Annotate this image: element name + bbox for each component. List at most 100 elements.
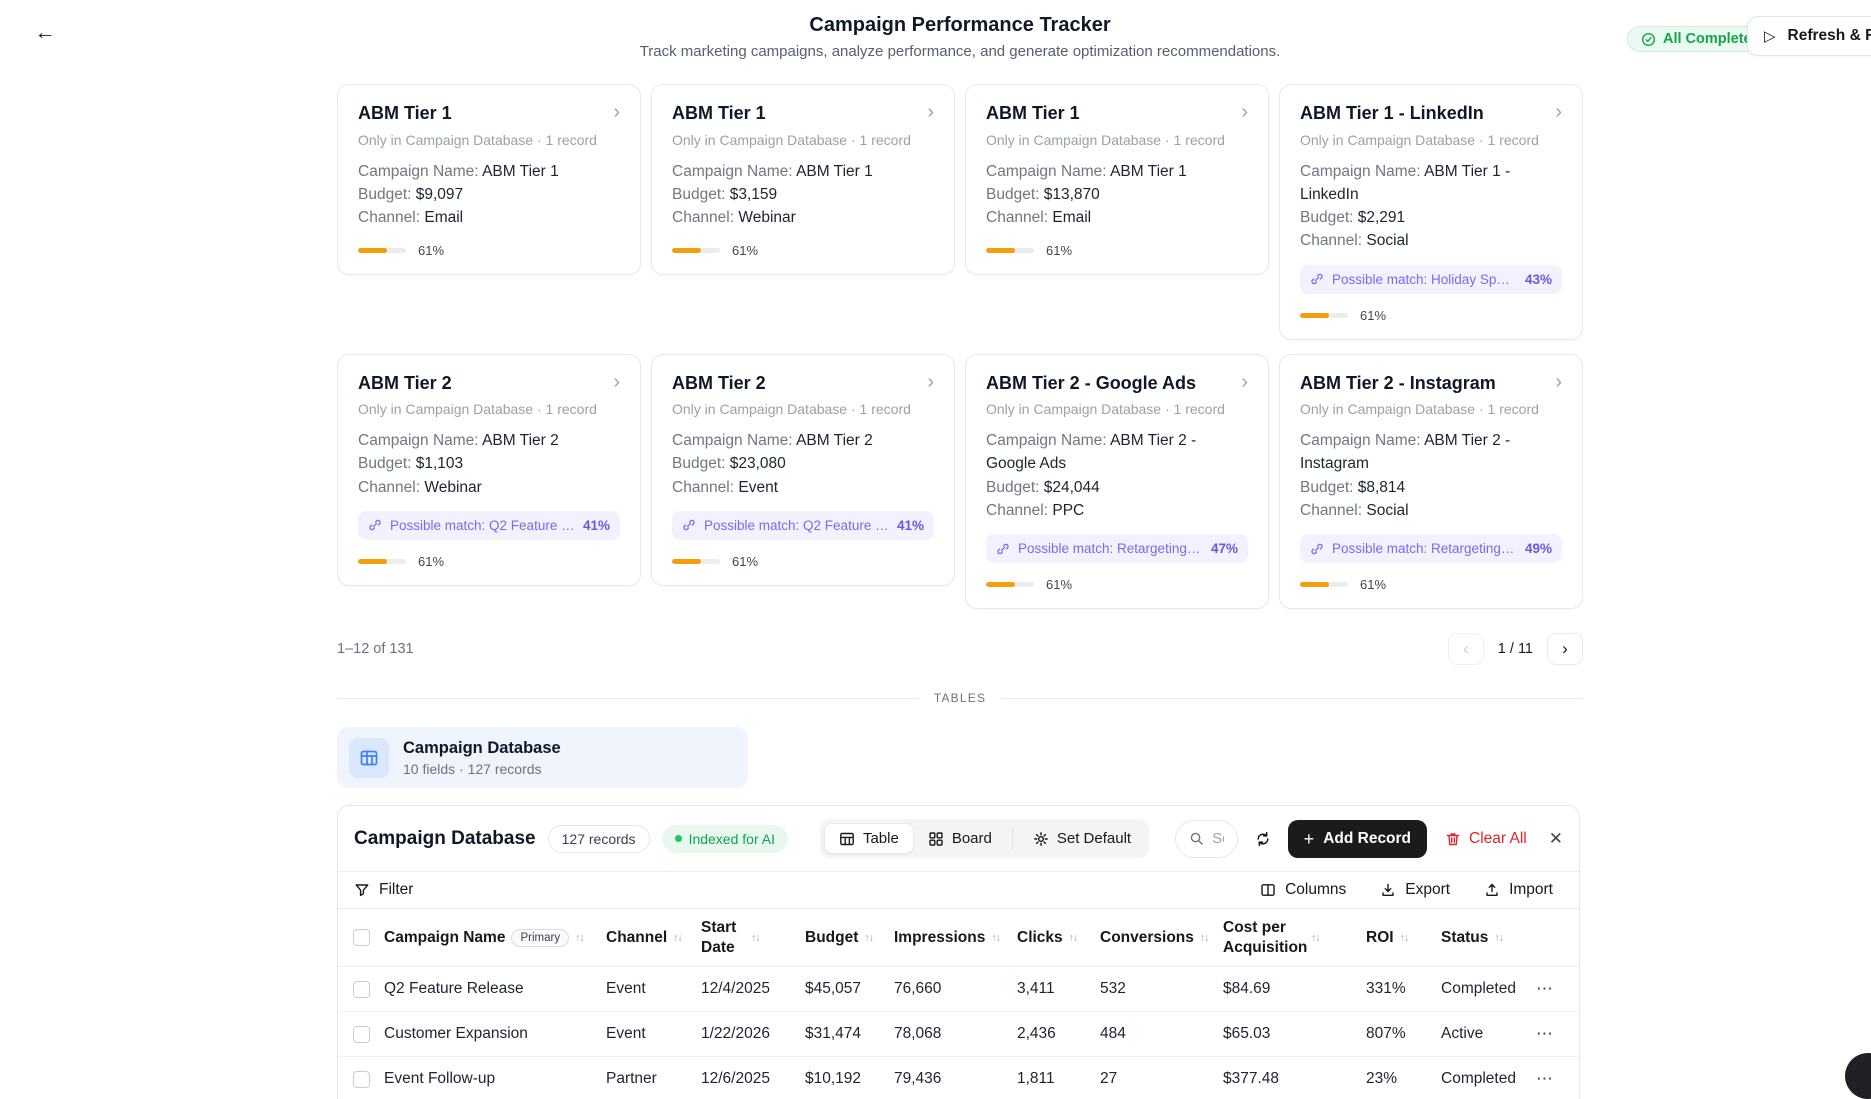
view-table-tab[interactable]: Table (824, 823, 914, 854)
field-label: Budget: (986, 479, 1039, 496)
card-fields: Campaign Name: ABM Tier 1 - LinkedIn Bud… (1300, 160, 1562, 253)
cell-conversions: 532 (1100, 979, 1223, 1000)
refresh-icon-button[interactable] (1250, 826, 1276, 852)
table-header-row: Campaign NamePrimary↑↓ Channel↑↓ Start D… (338, 909, 1579, 967)
campaign-card[interactable]: ABM Tier 2 - Instagram› Only in Campaign… (1279, 354, 1583, 610)
chevron-right-icon[interactable]: › (927, 372, 934, 392)
chevron-right-icon[interactable]: › (1241, 372, 1248, 392)
progress-fill (986, 582, 1015, 587)
sort-icon[interactable]: ↑↓ (1311, 932, 1320, 944)
sort-icon[interactable]: ↑↓ (991, 932, 1000, 944)
field-value: $24,044 (1044, 479, 1100, 496)
main-content: ABM Tier 1 › Only in Campaign Database · … (337, 84, 1583, 1099)
sort-icon[interactable]: ↑↓ (1069, 932, 1078, 944)
table-row[interactable]: Customer Expansion Event 1/22/2026 $31,4… (338, 1012, 1579, 1057)
board-view-icon (928, 831, 944, 847)
column-header-impressions[interactable]: Impressions↑↓ (894, 928, 1017, 947)
header-titles: Campaign Performance Tracker Track marke… (337, 14, 1583, 60)
possible-match-chip[interactable]: Possible match: Retargeting Warm Leads..… (986, 534, 1248, 563)
import-button[interactable]: Import (1484, 881, 1553, 899)
sort-icon[interactable]: ↑↓ (1400, 932, 1409, 944)
table-actions: Columns Export Import (1260, 881, 1553, 899)
campaign-card[interactable]: ABM Tier 2› Only in Campaign Database · … (651, 354, 955, 586)
progress-fill (986, 248, 1015, 253)
close-icon: ✕ (1549, 829, 1563, 848)
set-default-button[interactable]: Set Default (1019, 824, 1145, 853)
column-header-cost-per-acquisition[interactable]: Cost per Acquisition↑↓ (1223, 918, 1366, 957)
campaign-card[interactable]: ABM Tier 1› Only in Campaign Database · … (337, 84, 641, 275)
select-all-checkbox[interactable] (353, 929, 370, 946)
clear-all-button[interactable]: Clear All (1445, 830, 1527, 848)
assistant-fab-button[interactable] (1845, 1053, 1871, 1099)
link-icon (996, 542, 1010, 556)
cell-impressions: 79,436 (894, 1069, 1017, 1090)
tables-divider-label: TABLES (934, 691, 986, 705)
all-complete-badge: All Complete (1627, 26, 1766, 52)
chevron-right-icon[interactable]: › (613, 102, 620, 122)
field-label: Channel: (358, 209, 420, 226)
table-row[interactable]: Q2 Feature Release Event 12/4/2025 $45,0… (338, 967, 1579, 1012)
possible-match-chip[interactable]: Possible match: Q2 Feature Release - Bl.… (358, 511, 620, 540)
sort-icon[interactable]: ↑↓ (673, 932, 682, 944)
view-board-tab[interactable]: Board (914, 824, 1006, 853)
sort-icon[interactable]: ↑↓ (751, 932, 760, 944)
field-value: ABM Tier 1 (482, 163, 559, 180)
chevron-right-icon[interactable]: › (613, 372, 620, 392)
chevron-right-icon[interactable]: › (1555, 102, 1562, 122)
prev-page-button[interactable]: ‹ (1448, 633, 1484, 665)
chevron-right-icon[interactable]: › (927, 102, 934, 122)
campaign-card[interactable]: ABM Tier 2 - Google Ads› Only in Campaig… (965, 354, 1269, 610)
campaign-database-card[interactable]: Campaign Database 10 fields · 127 record… (337, 727, 748, 788)
campaign-card[interactable]: ABM Tier 1› Only in Campaign Database · … (965, 84, 1269, 275)
possible-match-chip[interactable]: Possible match: Retargeting Warm Lead...… (1300, 534, 1562, 563)
field-label: Channel: (672, 209, 734, 226)
progress-label: 61% (1046, 577, 1072, 592)
possible-match-chip[interactable]: Possible match: Holiday Special - Linked… (1300, 265, 1562, 294)
column-header-roi[interactable]: ROI↑↓ (1366, 928, 1441, 947)
column-header-budget[interactable]: Budget↑↓ (805, 928, 894, 947)
next-page-button[interactable]: › (1547, 633, 1583, 665)
row-checkbox[interactable] (353, 1026, 370, 1043)
sort-icon[interactable]: ↑↓ (1200, 932, 1209, 944)
campaign-card[interactable]: ABM Tier 1 - LinkedIn› Only in Campaign … (1279, 84, 1583, 340)
progress-label: 61% (732, 554, 758, 569)
export-button[interactable]: Export (1380, 881, 1450, 899)
table-row[interactable]: Event Follow-up Partner 12/6/2025 $10,19… (338, 1057, 1579, 1099)
sort-icon[interactable]: ↑↓ (1494, 932, 1503, 944)
row-menu-button[interactable]: ⋯ (1536, 978, 1579, 1001)
search-box[interactable] (1175, 820, 1238, 858)
possible-match-chip[interactable]: Possible match: Q2 Feature Release - Bl.… (672, 511, 934, 540)
column-header-channel[interactable]: Channel↑↓ (606, 928, 701, 947)
sort-icon[interactable]: ↑↓ (864, 932, 873, 944)
card-meta: Only in Campaign Database · 1 record (986, 132, 1248, 148)
progress-track (986, 582, 1034, 587)
chevron-right-icon[interactable]: › (1241, 102, 1248, 122)
column-header-conversions[interactable]: Conversions↑↓ (1100, 928, 1223, 947)
column-header-start-date[interactable]: Start Date↑↓ (701, 918, 805, 957)
card-grid-row-2: ABM Tier 2› Only in Campaign Database · … (337, 354, 1583, 610)
progress-track (1300, 313, 1348, 318)
row-menu-button[interactable]: ⋯ (1536, 1023, 1579, 1046)
column-header-clicks[interactable]: Clicks↑↓ (1017, 928, 1100, 947)
columns-button[interactable]: Columns (1260, 881, 1346, 899)
search-input[interactable] (1212, 830, 1224, 847)
campaign-card[interactable]: ABM Tier 2› Only in Campaign Database · … (337, 354, 641, 586)
row-checkbox[interactable] (353, 1071, 370, 1088)
filter-button[interactable]: Filter (354, 881, 413, 899)
column-header-campaign-name[interactable]: Campaign NamePrimary↑↓ (384, 928, 606, 947)
add-record-button[interactable]: +Add Record (1288, 820, 1427, 858)
campaign-card[interactable]: ABM Tier 1› Only in Campaign Database · … (651, 84, 955, 275)
sort-icon[interactable]: ↑↓ (575, 932, 584, 944)
row-menu-button[interactable]: ⋯ (1536, 1068, 1579, 1091)
row-checkbox[interactable] (353, 981, 370, 998)
chevron-right-icon[interactable]: › (1555, 372, 1562, 392)
refresh-run-button[interactable]: ▷ Refresh & Ru (1747, 16, 1871, 56)
match-percent: 47% (1211, 541, 1238, 556)
cell-channel: Event (606, 1024, 701, 1045)
close-panel-button[interactable]: ✕ (1549, 829, 1563, 849)
card-fields: Campaign Name: ABM Tier 1 Budget: $13,87… (986, 160, 1248, 230)
column-header-status[interactable]: Status↑↓ (1441, 928, 1536, 947)
field-label: Budget: (986, 186, 1039, 203)
match-progress: 61% (672, 243, 934, 258)
back-button[interactable]: ← (28, 18, 62, 48)
